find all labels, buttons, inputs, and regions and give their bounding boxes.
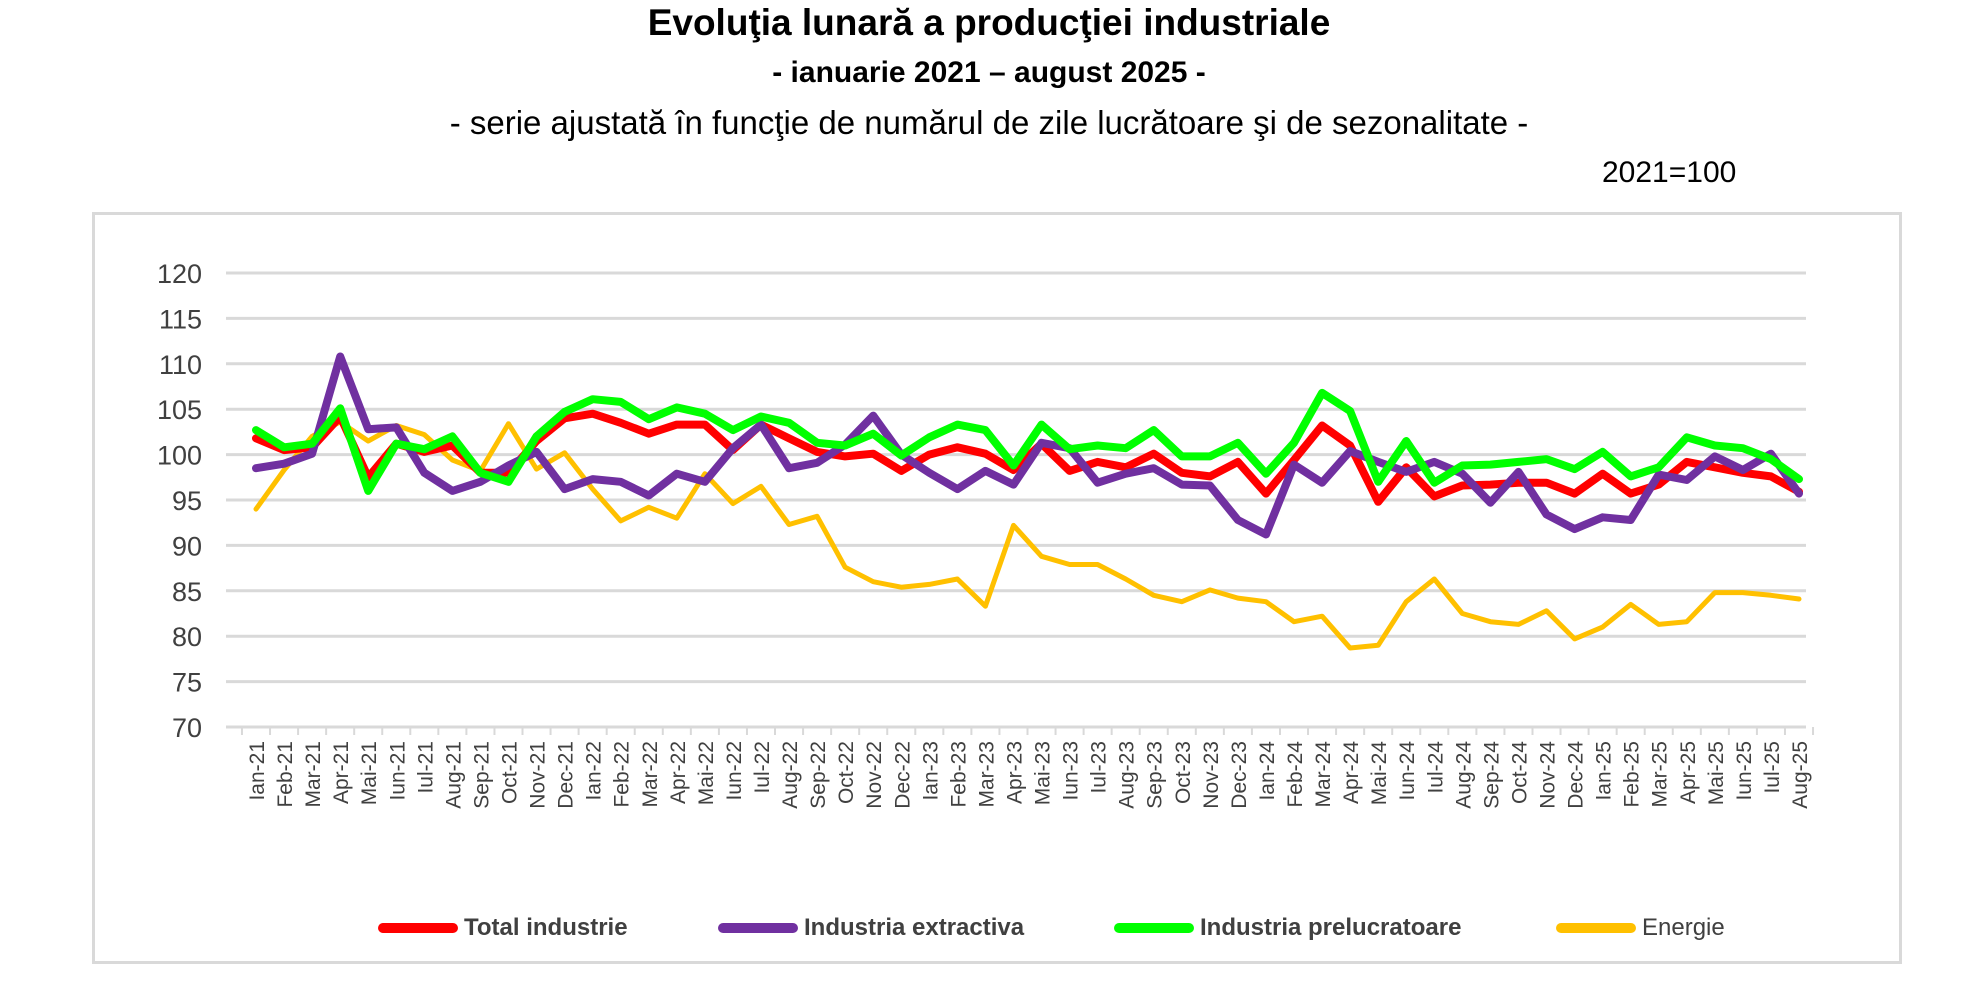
x-tick-label: Ian-22 bbox=[583, 741, 606, 801]
chart-subtitle: - ianuarie 2021 – august 2025 - bbox=[772, 56, 1206, 89]
x-tick-label: Mai-23 bbox=[1032, 741, 1055, 805]
y-tick-label: 120 bbox=[157, 259, 202, 289]
x-tick-label: Feb-23 bbox=[947, 741, 970, 808]
x-tick-label: Nov-22 bbox=[863, 741, 886, 809]
x-axis: Ian-21 Feb-21 Mar-21 Apr-21 Mai-21 Iun-21 Iul-… bbox=[240, 727, 1815, 809]
legend-item: Industria extractiva bbox=[718, 912, 1024, 944]
x-tick-label: Iul-21 bbox=[414, 741, 437, 794]
x-tick-label: Apr-25 bbox=[1677, 741, 1700, 804]
x-tick-label: Mar-21 bbox=[302, 741, 325, 808]
x-tick-label: Ian-23 bbox=[919, 741, 942, 801]
x-tick-label: Aug-22 bbox=[779, 741, 802, 809]
x-tick-label: Aug-21 bbox=[442, 741, 465, 809]
x-tick-label: Mai-25 bbox=[1705, 741, 1728, 805]
y-tick-label: 95 bbox=[172, 486, 202, 516]
legend-item: Industria prelucratoare bbox=[1114, 912, 1461, 944]
y-tick-label: 115 bbox=[159, 304, 202, 334]
x-tick-label: Apr-23 bbox=[1003, 741, 1026, 804]
x-tick-label: Mai-24 bbox=[1368, 741, 1391, 806]
x-tick-label: Dec-23 bbox=[1228, 741, 1251, 809]
x-tick-label: Apr-22 bbox=[667, 741, 690, 804]
series-line-energie bbox=[253, 419, 1802, 651]
y-tick-label: 75 bbox=[172, 668, 202, 698]
x-tick-label: Iul-22 bbox=[751, 741, 774, 794]
x-tick-label: Iul-23 bbox=[1088, 741, 1111, 794]
x-tick-label: Aug-24 bbox=[1452, 741, 1475, 809]
legend-item: Total industrie bbox=[378, 912, 628, 944]
y-tick-label: 90 bbox=[172, 531, 202, 561]
x-tick-label: Apr-24 bbox=[1340, 741, 1363, 804]
legend-label: Energie bbox=[1642, 914, 1725, 941]
x-tick-label: Dec-21 bbox=[555, 741, 578, 809]
x-tick-label: Dec-24 bbox=[1565, 741, 1588, 809]
x-tick-label: Mar-22 bbox=[639, 741, 662, 808]
legend-swatch bbox=[378, 923, 458, 933]
x-tick-label: Aug-23 bbox=[1116, 741, 1139, 809]
x-tick-label: Feb-22 bbox=[611, 741, 634, 808]
x-tick-label: Iun-22 bbox=[723, 741, 746, 801]
y-tick-label: 110 bbox=[159, 350, 202, 380]
series-line-industria-extractiva bbox=[252, 352, 1803, 539]
x-tick-label: Iun-25 bbox=[1733, 741, 1756, 801]
y-tick-label: 70 bbox=[172, 713, 202, 743]
legend-swatch bbox=[718, 923, 798, 933]
x-tick-label: Sep-22 bbox=[807, 741, 830, 809]
x-tick-label: Oct-24 bbox=[1508, 741, 1531, 804]
x-tick-label: Feb-24 bbox=[1284, 741, 1307, 808]
y-tick-label: 105 bbox=[157, 395, 202, 425]
x-tick-label: Dec-22 bbox=[891, 741, 914, 809]
legend-label: Industria extractiva bbox=[804, 914, 1025, 941]
x-tick-label: Ian-24 bbox=[1256, 741, 1279, 801]
chart-note: - serie ajustată în funcţie de numărul d… bbox=[449, 104, 1529, 141]
x-tick-label: Aug-25 bbox=[1789, 741, 1812, 809]
x-tick-label: Mai-22 bbox=[695, 741, 718, 805]
x-tick-label: Feb-21 bbox=[274, 741, 297, 808]
y-tick-label: 100 bbox=[157, 441, 202, 471]
chart-frame bbox=[92, 212, 1902, 964]
x-tick-label: Mar-25 bbox=[1649, 741, 1672, 808]
x-tick-label: Sep-23 bbox=[1144, 741, 1167, 809]
x-tick-label: Iun-21 bbox=[386, 741, 409, 801]
x-tick-label: Ian-25 bbox=[1593, 741, 1616, 801]
series-lines bbox=[252, 352, 1803, 651]
x-tick-label: Sep-24 bbox=[1480, 741, 1503, 809]
x-tick-label: Oct-21 bbox=[498, 741, 521, 804]
legend-label: Total industrie bbox=[464, 914, 628, 941]
x-tick-label: Ian-21 bbox=[246, 741, 269, 801]
y-axis-ticks: 70 75 80 85 90 95 100 105 110 115 120 bbox=[157, 259, 202, 743]
x-tick-label: Mar-23 bbox=[975, 741, 998, 808]
x-tick-label: Oct-23 bbox=[1172, 741, 1195, 804]
chart-title: Evoluţia lunară a producţiei industriale bbox=[647, 2, 1331, 43]
legend-swatch bbox=[1114, 923, 1194, 933]
x-tick-label: Iul-25 bbox=[1761, 741, 1784, 794]
x-tick-label: Oct-22 bbox=[835, 741, 858, 804]
legend-label: Industria prelucratoare bbox=[1200, 914, 1462, 941]
x-tick-label: Nov-21 bbox=[527, 741, 550, 809]
legend-item: Energie bbox=[1556, 912, 1725, 944]
x-tick-label: Sep-21 bbox=[470, 741, 493, 809]
x-tick-label: Iul-24 bbox=[1424, 741, 1447, 794]
legend-swatch bbox=[1556, 923, 1636, 933]
x-tick-label: Nov-23 bbox=[1200, 741, 1223, 809]
x-tick-label: Nov-24 bbox=[1537, 741, 1560, 809]
y-tick-label: 80 bbox=[172, 622, 202, 652]
x-tick-label: Apr-21 bbox=[330, 741, 353, 804]
x-tick-label: Iun-23 bbox=[1060, 741, 1083, 801]
x-tick-label: Mar-24 bbox=[1312, 741, 1335, 808]
x-tick-label: Iun-24 bbox=[1396, 741, 1419, 801]
x-tick-label: Feb-25 bbox=[1621, 741, 1644, 808]
x-tick-label: Mai-21 bbox=[358, 741, 381, 805]
gridlines bbox=[226, 271, 1806, 729]
series-line-industria-prelucratoare bbox=[252, 388, 1803, 495]
base-year-label: 2021=100 bbox=[1602, 156, 1737, 189]
y-tick-label: 85 bbox=[172, 577, 202, 607]
